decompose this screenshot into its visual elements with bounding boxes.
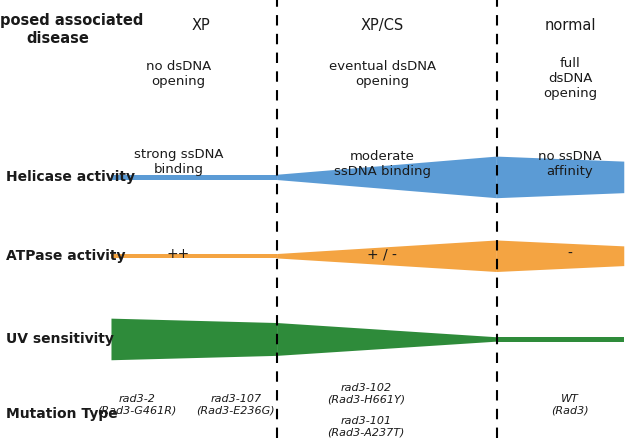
Text: XP: XP (191, 18, 210, 32)
Text: full
dsDNA
opening: full dsDNA opening (543, 57, 597, 100)
Polygon shape (111, 175, 277, 180)
Text: rad3-102
(Rad3-H661Y): rad3-102 (Rad3-H661Y) (327, 383, 405, 405)
Text: normal: normal (545, 18, 596, 32)
Polygon shape (497, 337, 624, 342)
Text: + / -: + / - (368, 247, 397, 261)
Polygon shape (277, 240, 497, 272)
Text: WT
(Rad3): WT (Rad3) (551, 394, 589, 416)
Text: UV sensitivity: UV sensitivity (6, 332, 114, 346)
Polygon shape (111, 254, 277, 258)
Text: Proposed associated
disease: Proposed associated disease (0, 13, 143, 46)
Polygon shape (497, 157, 624, 198)
Polygon shape (497, 240, 624, 272)
Text: Mutation Type: Mutation Type (6, 407, 118, 421)
Polygon shape (277, 157, 497, 198)
Text: rad3-107
(Rad3-E236G): rad3-107 (Rad3-E236G) (196, 394, 275, 416)
Text: rad3-101
(Rad3-A237T): rad3-101 (Rad3-A237T) (327, 416, 405, 438)
Text: no dsDNA
opening: no dsDNA opening (146, 60, 211, 88)
Text: eventual dsDNA
opening: eventual dsDNA opening (329, 60, 436, 88)
Text: XP/CS: XP/CS (361, 18, 404, 32)
Text: strong ssDNA
binding: strong ssDNA binding (134, 148, 223, 176)
Text: ATPase activity: ATPase activity (6, 249, 126, 263)
Text: Helicase activity: Helicase activity (6, 170, 136, 184)
Polygon shape (111, 319, 277, 360)
Text: ++: ++ (167, 247, 190, 261)
Text: moderate
ssDNA binding: moderate ssDNA binding (334, 150, 431, 178)
Text: no ssDNA
affinity: no ssDNA affinity (538, 150, 602, 178)
Text: -: - (568, 247, 573, 261)
Text: rad3-2
(Rad3-G461R): rad3-2 (Rad3-G461R) (97, 394, 176, 416)
Polygon shape (277, 323, 497, 356)
